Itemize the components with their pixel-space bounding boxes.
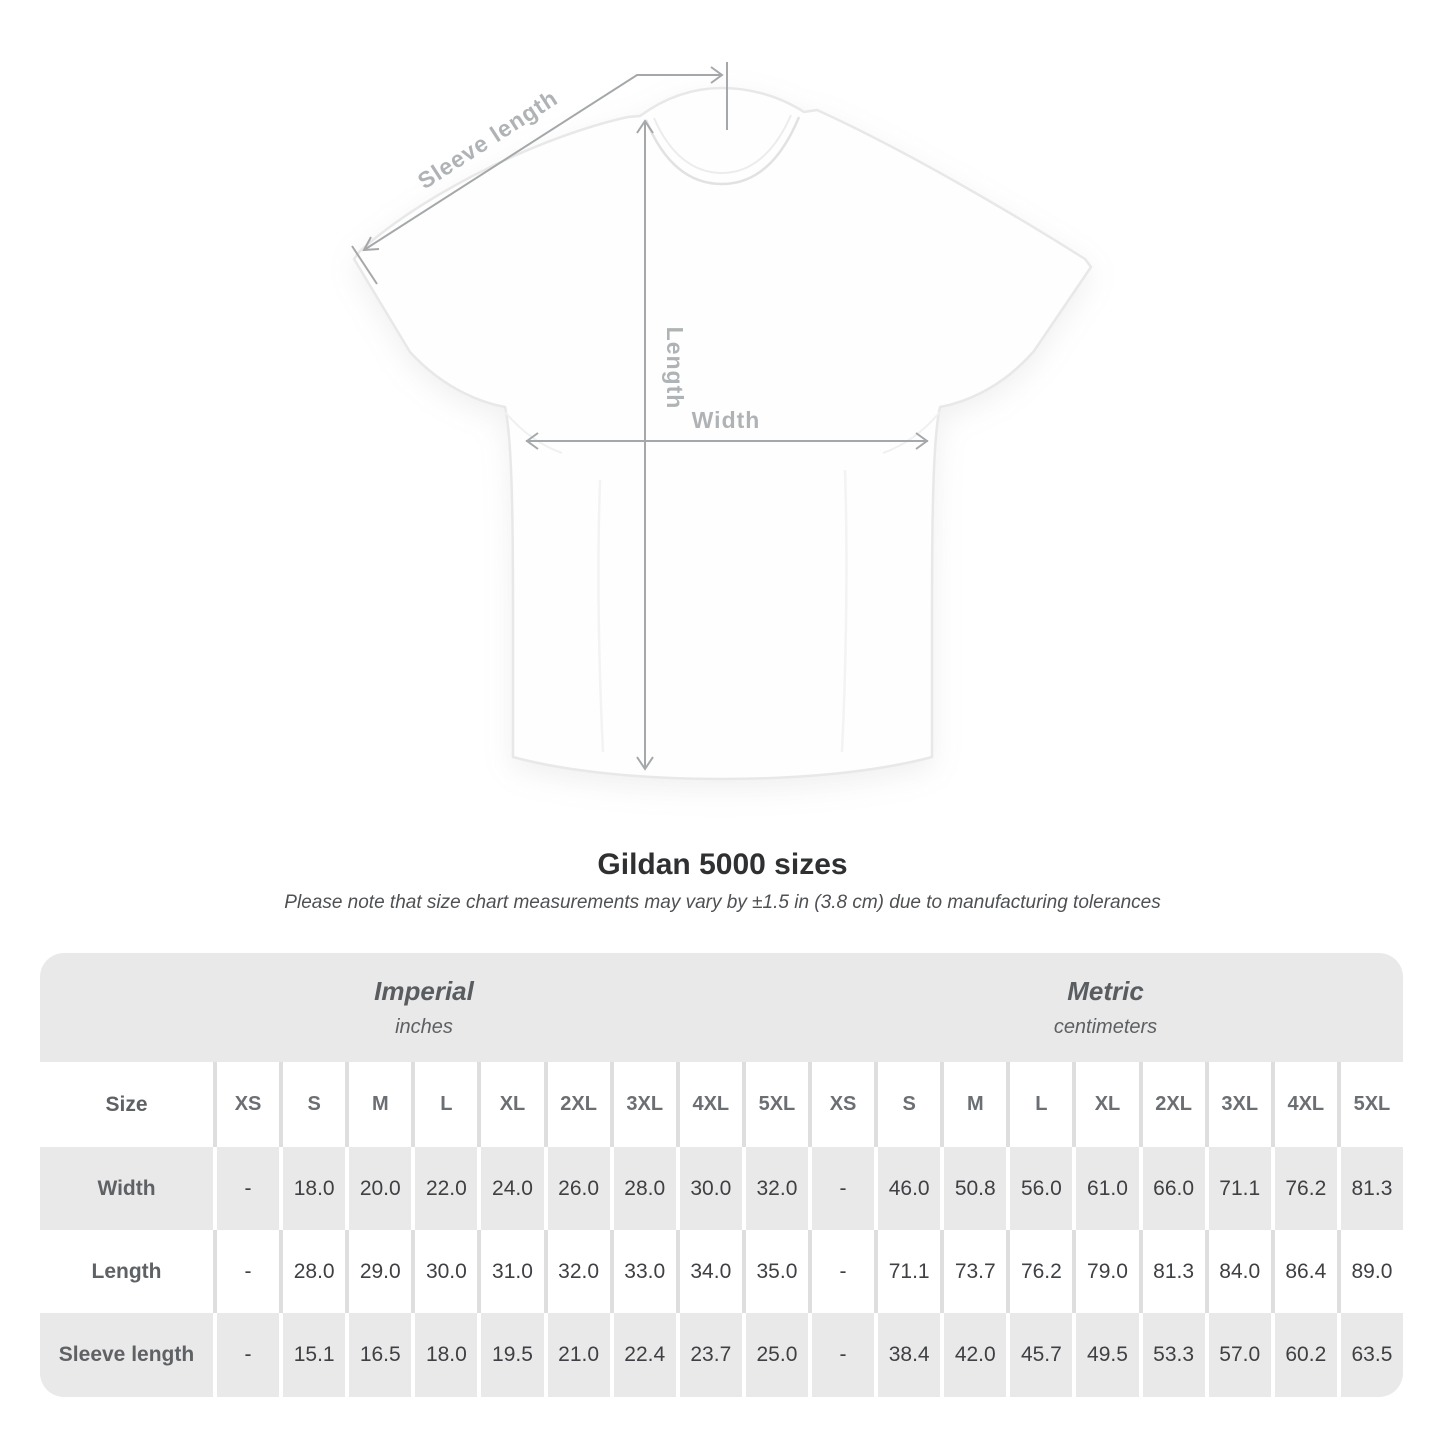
imperial-col-5xl: 5XL bbox=[741, 1062, 808, 1147]
table-row-sleeve-length: Sleeve length - 15.1 16.5 18.0 19.5 21.0… bbox=[40, 1313, 1403, 1397]
width-label: Width bbox=[692, 407, 761, 433]
imperial-col-s: S bbox=[279, 1062, 346, 1147]
imperial-col-3xl: 3XL bbox=[609, 1062, 676, 1147]
size-table: Imperial inches Metric centimeters Size … bbox=[40, 953, 1403, 1397]
length-label: Length bbox=[662, 327, 688, 410]
tshirt-measurement-diagram: Sleeve length Length Width bbox=[351, 62, 1093, 781]
imperial-col-xl: XL bbox=[477, 1062, 544, 1147]
page-title: Gildan 5000 sizes bbox=[597, 848, 848, 881]
metric-unit: centimeters bbox=[1053, 1016, 1158, 1038]
imperial-col-2xl: 2XL bbox=[543, 1062, 610, 1147]
metric-col-xl: XL bbox=[1072, 1062, 1139, 1147]
table-row-width: Width - 18.0 20.0 22.0 24.0 26.0 28.0 30… bbox=[40, 1147, 1403, 1230]
size-header-row: Size XS S M L XL 2XL 3XL 4XL 5XL XS S M … bbox=[40, 1062, 1403, 1147]
collar-rib-line bbox=[653, 114, 792, 175]
width-arrow bbox=[525, 432, 929, 450]
imperial-col-m: M bbox=[345, 1062, 412, 1147]
tshirt-silhouette bbox=[352, 86, 1093, 781]
imperial-unit: inches bbox=[395, 1016, 453, 1038]
tolerance-note: Please note that size chart measurements… bbox=[284, 891, 1161, 913]
table-row-length: Length - 28.0 29.0 30.0 31.0 32.0 33.0 3… bbox=[40, 1230, 1403, 1313]
metric-title: Metric bbox=[1067, 976, 1144, 1006]
metric-section-header: Metric centimeters bbox=[808, 953, 1403, 1062]
collar-outline bbox=[644, 116, 801, 186]
length-arrow bbox=[636, 119, 654, 771]
row-label-length: Length bbox=[40, 1230, 213, 1313]
metric-col-m: M bbox=[940, 1062, 1007, 1147]
metric-col-4xl: 4XL bbox=[1270, 1062, 1337, 1147]
imperial-col-l: L bbox=[411, 1062, 478, 1147]
metric-col-5xl: 5XL bbox=[1336, 1062, 1403, 1147]
metric-col-xs: XS bbox=[808, 1062, 875, 1147]
row-label-width: Width bbox=[40, 1147, 213, 1230]
imperial-col-xs: XS bbox=[213, 1062, 280, 1147]
unit-header-row: Imperial inches Metric centimeters bbox=[40, 953, 1403, 1062]
imperial-title: Imperial bbox=[374, 976, 474, 1006]
metric-col-2xl: 2XL bbox=[1138, 1062, 1205, 1147]
imperial-section-header: Imperial inches bbox=[40, 953, 808, 1062]
metric-col-3xl: 3XL bbox=[1204, 1062, 1271, 1147]
sleeve-length-arrow bbox=[351, 62, 728, 285]
imperial-col-4xl: 4XL bbox=[675, 1062, 742, 1147]
row-label-sleeve-length: Sleeve length bbox=[40, 1313, 213, 1397]
metric-col-l: L bbox=[1006, 1062, 1073, 1147]
size-header-label: Size bbox=[40, 1062, 213, 1147]
title-block: Gildan 5000 sizes Please note that size … bbox=[0, 848, 1445, 914]
metric-col-s: S bbox=[874, 1062, 941, 1147]
